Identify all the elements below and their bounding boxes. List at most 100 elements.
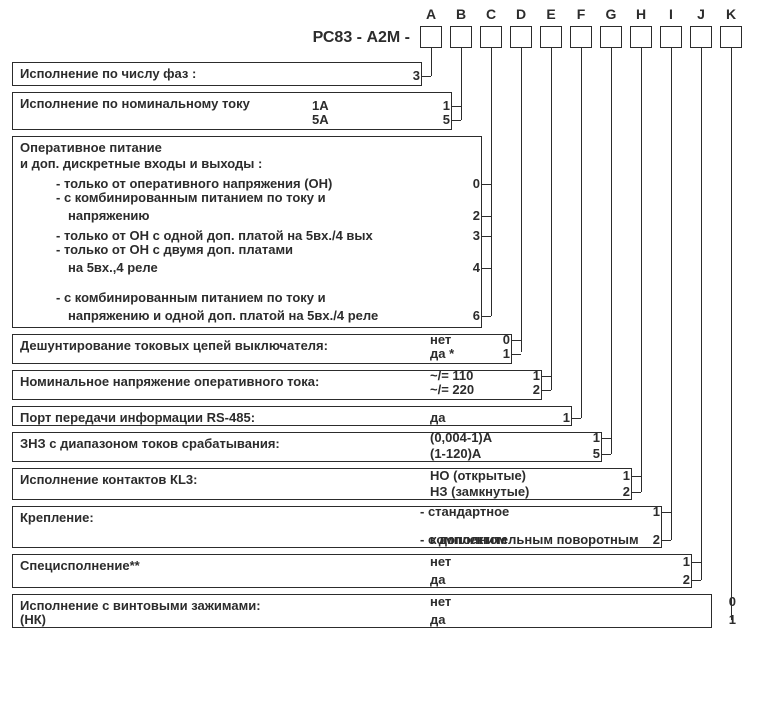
- connector-horizontal: [632, 492, 641, 493]
- option-label: - с комбинированным питанием по току и: [56, 190, 326, 205]
- option-value: 0: [464, 176, 480, 191]
- option-value: 1: [614, 468, 630, 483]
- option-value: 2: [524, 382, 540, 397]
- connector-vertical: [731, 48, 732, 620]
- option-label-2: комплектом: [430, 532, 507, 547]
- option-value: 2: [644, 532, 660, 547]
- model-prefix: РС83 - А2М -: [270, 29, 410, 47]
- connector-horizontal: [452, 120, 461, 121]
- column-letter: D: [510, 6, 532, 22]
- option-label: - стандартное: [420, 504, 509, 519]
- column-letter: A: [420, 6, 442, 22]
- option-label-2: напряжению: [68, 208, 150, 223]
- connector-vertical: [701, 48, 702, 580]
- column-letter: I: [660, 6, 682, 22]
- option-value: 0: [494, 332, 510, 347]
- connector-horizontal: [662, 512, 671, 513]
- column-box: [540, 26, 562, 48]
- connector-horizontal: [482, 184, 491, 185]
- option-label: (1-120)А: [430, 446, 481, 461]
- option-value: 6: [464, 308, 480, 323]
- connector-horizontal: [542, 376, 551, 377]
- option-label: НО (открытые): [430, 468, 526, 483]
- option-value: 1: [584, 430, 600, 445]
- option-value: 1: [674, 554, 690, 569]
- section-title: Исполнение по числу фаз :: [20, 66, 410, 81]
- column-letter: E: [540, 6, 562, 22]
- column-letter: B: [450, 6, 472, 22]
- section-title-2: и доп. дискретные входы и выходы :: [20, 156, 470, 171]
- section-title: ЗНЗ с диапазоном токов срабатывания:: [20, 436, 590, 451]
- option-label: - только от ОН с одной доп. платой на 5в…: [56, 228, 373, 243]
- option-value: 0: [720, 594, 736, 609]
- connector-vertical: [431, 48, 432, 76]
- option-value: 3: [464, 228, 480, 243]
- option-label: НЗ (замкнутые): [430, 484, 529, 499]
- column-letter: K: [720, 6, 742, 22]
- connector-vertical: [581, 48, 582, 418]
- option-value: 1: [720, 612, 736, 627]
- column-box: [720, 26, 742, 48]
- connector-vertical: [671, 48, 672, 540]
- column-box: [420, 26, 442, 48]
- section-title: Исполнение по номинальному току: [20, 96, 440, 111]
- connector-horizontal: [512, 340, 521, 341]
- column-box: [450, 26, 472, 48]
- connector-vertical: [461, 48, 462, 120]
- connector-horizontal: [662, 540, 671, 541]
- connector-horizontal: [422, 76, 431, 77]
- column-box: [600, 26, 622, 48]
- column-letter: G: [600, 6, 622, 22]
- option-label: 5А: [312, 112, 329, 127]
- option-value: 3: [404, 68, 420, 83]
- option-value: 1: [524, 368, 540, 383]
- option-value: 1: [434, 98, 450, 113]
- option-value: 5: [584, 446, 600, 461]
- column-letter: F: [570, 6, 592, 22]
- option-label: - только от оперативного напряжения (ОН): [56, 176, 332, 191]
- option-label: да: [430, 410, 445, 425]
- option-value: 4: [464, 260, 480, 275]
- connector-horizontal: [482, 316, 491, 317]
- option-label: - с комбинированным питанием по току и: [56, 290, 326, 305]
- connector-vertical: [611, 48, 612, 454]
- connector-horizontal: [482, 216, 491, 217]
- connector-horizontal: [542, 390, 551, 391]
- connector-horizontal: [482, 268, 491, 269]
- section-title: Оперативное питание: [20, 140, 470, 155]
- option-label: нет: [430, 594, 451, 609]
- column-box: [480, 26, 502, 48]
- option-label: ~/= 220: [430, 382, 474, 397]
- option-label: 1А: [312, 98, 329, 113]
- column-box: [510, 26, 532, 48]
- option-value: 1: [554, 410, 570, 425]
- connector-vertical: [521, 48, 522, 352]
- option-value: 2: [674, 572, 690, 587]
- section-title: Порт передачи информации RS-485:: [20, 410, 560, 425]
- connector-horizontal: [452, 106, 461, 107]
- option-label: да: [430, 572, 445, 587]
- option-value: 1: [494, 346, 510, 361]
- connector-vertical: [491, 48, 492, 316]
- connector-horizontal: [602, 438, 611, 439]
- column-letter: J: [690, 6, 712, 22]
- connector-vertical: [551, 48, 552, 390]
- section-title: Исполнение с винтовыми зажимами:: [20, 598, 700, 613]
- section-title-3: (НК): [20, 612, 46, 627]
- connector-horizontal: [692, 562, 701, 563]
- connector-horizontal: [512, 354, 521, 355]
- section-title: Специсполнение**: [20, 558, 680, 573]
- connector-horizontal: [482, 236, 491, 237]
- option-label: ~/= 110: [430, 368, 473, 383]
- column-box: [690, 26, 712, 48]
- option-value: 5: [434, 112, 450, 127]
- section-title: Дешунтирование токовых цепей выключателя…: [20, 338, 500, 353]
- column-box: [630, 26, 652, 48]
- connector-horizontal: [602, 454, 611, 455]
- option-value: 2: [464, 208, 480, 223]
- column-letter: C: [480, 6, 502, 22]
- column-box: [570, 26, 592, 48]
- section-title: Крепление:: [20, 510, 650, 525]
- option-label: да *: [430, 346, 454, 361]
- option-value: 1: [644, 504, 660, 519]
